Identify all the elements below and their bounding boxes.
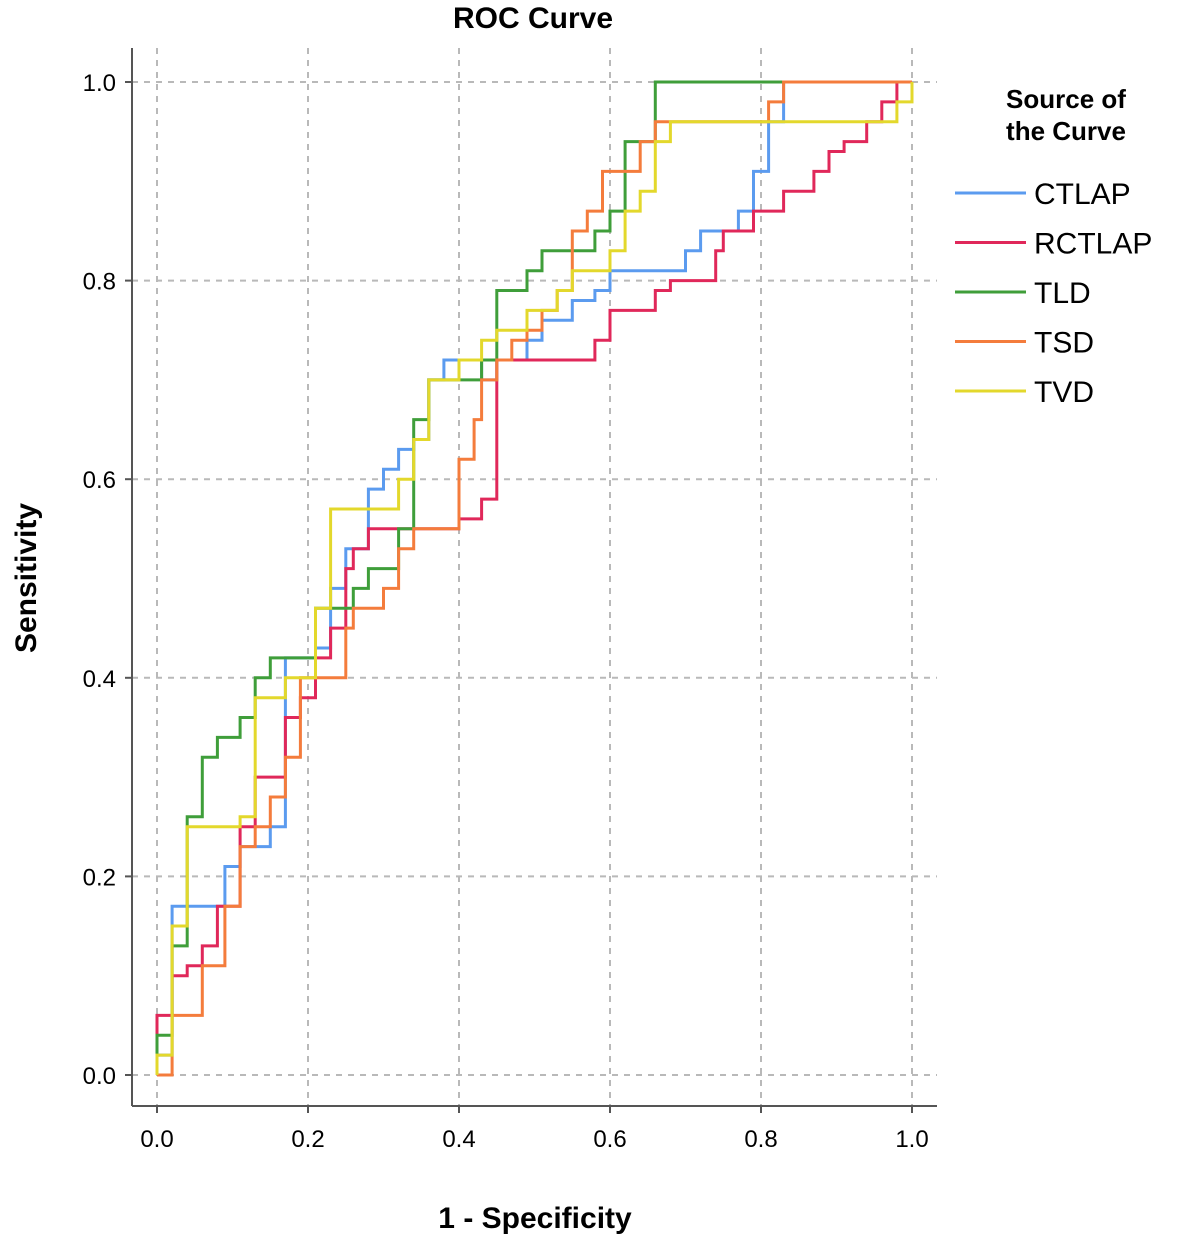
x-tick-label-4: 0.8 — [744, 1126, 777, 1153]
legend: Source of the Curve CTLAP RCTLAP TLD TSD TVD — [955, 84, 1152, 409]
legend-label-rctlap: RCTLAP — [1034, 228, 1152, 261]
y-tick-label-0: 0.0 — [83, 1063, 116, 1090]
y-axis-title: Sensitivity — [10, 503, 43, 653]
chart-title: ROC Curve — [453, 2, 613, 35]
x-tick-label-5: 1.0 — [895, 1126, 928, 1153]
curve-tsd — [157, 80, 912, 1077]
legend-label-tsd: TSD — [1034, 327, 1094, 360]
x-axis-title: 1 - Specificity — [438, 1202, 632, 1235]
curve-tld — [155, 80, 912, 1075]
legend-label-ctlap: CTLAP — [1034, 178, 1131, 211]
curves — [155, 80, 914, 1077]
legend-title-line-2: the Curve — [1006, 116, 1126, 146]
x-tick-label-0: 0.0 — [140, 1126, 173, 1153]
y-tick-label-2: 0.4 — [83, 666, 116, 693]
legend-label-tld: TLD — [1034, 277, 1091, 310]
y-tick-label-4: 0.8 — [83, 269, 116, 296]
y-tick-label-5: 1.0 — [83, 70, 116, 97]
curve-ctlap — [155, 80, 912, 1075]
curve-rctlap — [155, 80, 912, 1075]
y-tick-label-1: 0.2 — [83, 864, 116, 891]
axis-ticks: 0.0 0.2 0.4 0.6 0.8 1.0 0.0 0.2 0.4 0.6 0.8 1.0 — [83, 70, 929, 1153]
legend-label-tvd: TVD — [1034, 376, 1094, 409]
y-tick-label-3: 0.6 — [83, 467, 116, 494]
x-tick-label-1: 0.2 — [291, 1126, 324, 1153]
x-tick-label-3: 0.6 — [593, 1126, 626, 1153]
curve-tvd — [155, 82, 914, 1075]
legend-title-line-1: Source of — [1006, 84, 1126, 114]
x-tick-label-2: 0.4 — [442, 1126, 475, 1153]
legend-items: CTLAP RCTLAP TLD TSD TVD — [955, 178, 1152, 409]
grid — [132, 48, 937, 1106]
